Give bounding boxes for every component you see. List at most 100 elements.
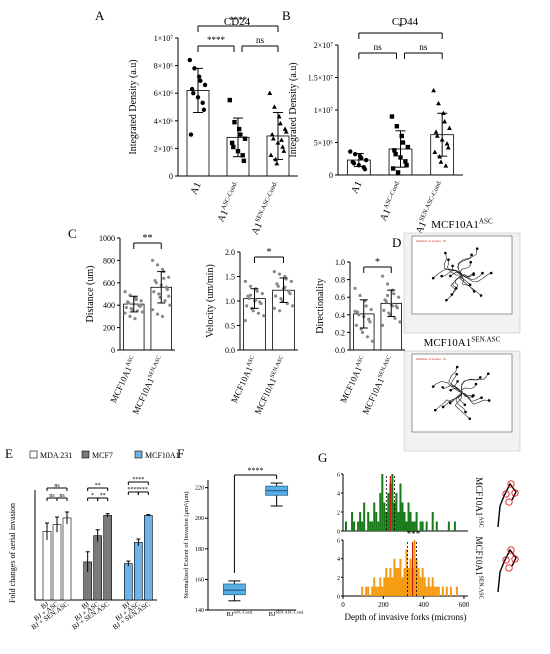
track-endpoint xyxy=(472,394,475,397)
data-point xyxy=(279,137,284,142)
y-tick-label: 6×10⁶ xyxy=(154,89,174,98)
data-point xyxy=(162,276,166,280)
data-point xyxy=(362,166,368,172)
data-point xyxy=(227,97,232,103)
histogram-bar xyxy=(419,521,422,531)
cell-track xyxy=(461,272,492,283)
data-point xyxy=(288,292,292,296)
data-point xyxy=(365,335,370,339)
track-endpoint xyxy=(448,401,452,405)
histogram-bar xyxy=(403,568,406,596)
bar xyxy=(93,535,102,601)
panel-letter-b: B xyxy=(282,8,291,23)
data-point xyxy=(393,316,397,320)
data-point xyxy=(369,307,373,312)
data-point xyxy=(403,159,408,164)
histogram-bar xyxy=(369,521,372,531)
data-point xyxy=(367,317,371,321)
x-tick-label: 0 xyxy=(341,601,345,609)
y-tick-label: 1000 xyxy=(99,234,115,243)
data-point xyxy=(240,153,245,158)
data-point xyxy=(279,296,283,301)
fork-marker xyxy=(502,490,510,498)
histogram-bar xyxy=(411,521,414,531)
y-tick-label: 0.0 xyxy=(225,346,235,355)
track-endpoint xyxy=(455,372,459,376)
histogram-bar xyxy=(389,568,392,596)
histogram-bar xyxy=(379,493,382,531)
histogram-bar xyxy=(377,586,380,596)
track-endpoint xyxy=(472,272,475,275)
histogram-bar xyxy=(385,568,388,596)
data-point xyxy=(351,161,357,166)
histogram-bar xyxy=(445,586,448,596)
data-point xyxy=(353,286,357,290)
histogram-bar xyxy=(373,502,376,531)
data-point xyxy=(268,152,274,158)
data-point xyxy=(163,299,167,303)
data-point xyxy=(398,320,402,324)
data-point xyxy=(155,312,160,316)
histogram-bar xyxy=(365,586,368,596)
track-endpoint xyxy=(451,264,454,268)
data-point xyxy=(255,289,259,293)
data-point xyxy=(283,285,287,289)
track-endpoint xyxy=(464,410,467,414)
track-endpoint xyxy=(450,293,454,296)
y-axis-label: Normalized Extent of Invasion (μm²/μm) xyxy=(183,491,190,598)
x-tick-label: BJASC-Cond. xyxy=(226,609,253,618)
track-count-label: Number of tracks: 19 xyxy=(416,357,446,361)
histogram-bar xyxy=(367,512,370,531)
cell-track xyxy=(460,274,471,285)
y-tick-label: 0 xyxy=(169,172,173,181)
cell-track xyxy=(450,392,463,404)
y-tick-label: 4×10⁶ xyxy=(154,117,174,126)
y-tick-label: 5×10⁶ xyxy=(314,139,334,148)
significance-label: ns xyxy=(49,493,55,499)
data-point xyxy=(274,294,278,298)
bar xyxy=(103,515,112,601)
track-endpoint xyxy=(469,260,472,264)
data-point xyxy=(269,131,275,137)
histogram-bar xyxy=(409,558,412,596)
histogram-bar xyxy=(421,521,424,531)
y-tick-label: 2×10⁷ xyxy=(314,41,334,50)
histogram-bar xyxy=(399,483,402,531)
significance-label: ** xyxy=(100,493,106,499)
histogram-bar xyxy=(387,493,390,531)
data-point xyxy=(389,114,395,119)
data-point xyxy=(242,136,248,141)
y-tick-label: 1×10⁷ xyxy=(314,106,334,115)
data-point xyxy=(150,308,155,312)
track-endpoint xyxy=(480,396,483,400)
cell-track xyxy=(457,254,472,276)
data-point xyxy=(123,290,127,294)
y-tick-label: 1.5×10⁷ xyxy=(308,74,334,83)
cell-track xyxy=(461,272,483,281)
bar xyxy=(42,531,52,601)
histogram-bar xyxy=(449,586,452,596)
histogram-bar xyxy=(431,577,434,596)
track-endpoint xyxy=(444,251,447,255)
x-tick-label: MCF10A1ASC xyxy=(229,355,259,405)
data-point xyxy=(140,310,145,314)
y-tick-label: 220 xyxy=(195,486,204,492)
histogram-bar xyxy=(407,502,410,531)
histogram-bar xyxy=(383,502,386,531)
bar xyxy=(62,517,72,601)
data-point xyxy=(238,132,243,137)
x-tick-label: 600 xyxy=(459,601,470,609)
data-point xyxy=(433,129,439,134)
data-point xyxy=(368,320,372,324)
legend-label: MDA 231 xyxy=(40,451,72,460)
y-axis-label: Directionality xyxy=(315,278,326,334)
track-endpoint xyxy=(449,274,452,278)
cell-track xyxy=(461,377,481,394)
cell-track xyxy=(461,392,482,402)
histogram-bar xyxy=(391,474,394,531)
y-axis-label: Fold changes of aerial invasion xyxy=(8,503,17,603)
data-point xyxy=(152,290,156,294)
track-endpoint xyxy=(475,247,479,250)
data-point xyxy=(354,323,358,327)
